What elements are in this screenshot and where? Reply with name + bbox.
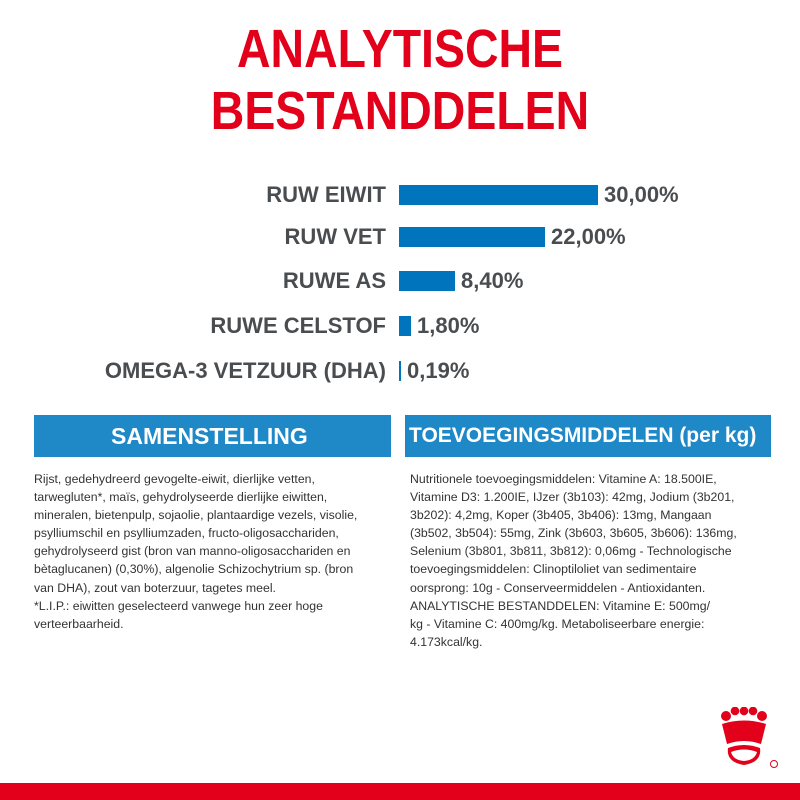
analysis-bar [399, 271, 455, 291]
analysis-bar [399, 227, 545, 247]
analysis-value: 1,80% [417, 313, 480, 338]
additives-text: Nutritionele toevoegingsmiddelen: Vitami… [410, 472, 737, 649]
analysis-row: RUW EIWIT 30,00% [0, 180, 800, 210]
composition-text: Rijst, gedehydreerd gevogelte-eiwit, die… [34, 472, 358, 631]
royal-canin-crown-icon [721, 707, 767, 765]
analysis-row: RUWE CELSTOF 1,80% [0, 311, 800, 341]
composition-heading-banner: SAMENSTELLING [34, 415, 391, 457]
registered-mark [770, 760, 778, 768]
analysis-bar [399, 185, 598, 205]
analysis-value: 22,00% [551, 224, 626, 249]
analysis-row: RUWE AS 8,40% [0, 266, 800, 296]
analysis-bar [399, 316, 411, 336]
analysis-value: 30,00% [604, 182, 679, 207]
additives-heading-banner: TOEVOEGINGSMIDDELEN (per kg) [405, 415, 771, 457]
additives-heading: TOEVOEGINGSMIDDELEN (per kg) [409, 424, 757, 447]
analysis-label: OMEGA-3 VETZUUR (DHA) [104, 358, 386, 383]
page-title: ANALYTISCHE BESTANDDELEN [210, 19, 590, 141]
analysis-value: 0,19% [407, 358, 470, 383]
analysis-row: RUW VET 22,00% [0, 222, 800, 252]
analysis-bar [399, 361, 401, 381]
analysis-row: OMEGA-3 VETZUUR (DHA) 0,19% [0, 356, 800, 386]
analysis-label: RUWE AS [282, 268, 386, 293]
analysis-label: RUW VET [284, 224, 386, 249]
composition-heading: SAMENSTELLING [111, 423, 308, 449]
footer-red-bar [0, 783, 800, 800]
analysis-value: 8,40% [461, 268, 524, 293]
analysis-label: RUW EIWIT [266, 182, 386, 207]
analysis-label: RUWE CELSTOF [210, 313, 386, 338]
